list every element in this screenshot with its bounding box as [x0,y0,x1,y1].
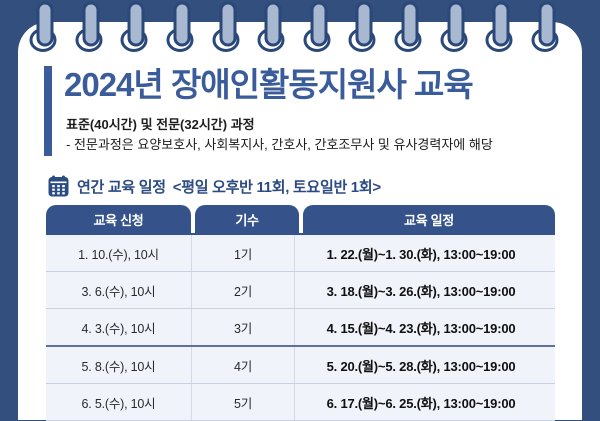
calendar-icon [48,175,69,197]
spiral-ring [302,0,336,54]
section-title: 연간 교육 일정 [77,178,166,196]
spiral-ring [393,0,427,54]
cell-cohort: 1기 [191,235,295,271]
spiral-ring [211,0,245,54]
cell-apply: 6. 5.(수), 10시 [81,396,156,411]
spiral-ring [74,0,108,54]
cell-apply: 5. 8.(수), 10시 [81,359,156,374]
header-schedule: 교육 일정 [303,205,555,233]
spiral-ring [119,0,153,54]
cell-cohort: 4기 [191,347,295,383]
section-note: <평일 오후반 11회, 토요일반 1회> [172,178,381,196]
cell-schedule: 3. 18.(월)~3. 26.(화), 13:00~19:00 [326,283,516,299]
ring-bar [127,1,145,47]
ring-bar [492,1,510,47]
table-row: 5. 8.(수), 10시 4기 5. 20.(월)~5. 28.(화), 13… [46,345,555,384]
cell-apply: 4. 3.(수), 10시 [81,321,156,336]
spiral-ring [347,0,381,54]
ring-bar [355,1,373,47]
table-header-row: 교육 신청 기수 교육 일정 [46,205,555,233]
cell-schedule: 5. 20.(월)~5. 28.(화), 13:00~19:00 [326,358,516,374]
education-schedule-table: 교육 신청 기수 교육 일정 1. 10.(수), 10시 1기 1. 22.(… [46,205,555,421]
schedule-section-heading: 연간 교육 일정 <평일 오후반 11회, 토요일반 1회> [48,174,381,198]
spiral-ring [439,0,473,54]
cell-apply: 1. 10.(수), 10시 [78,247,159,262]
table-body: 1. 10.(수), 10시 1기 1. 22.(월)~1. 30.(화), 1… [46,233,555,421]
header-apply: 교육 신청 [46,205,191,233]
cell-cohort: 5기 [191,384,295,420]
subtitle-line-2: - 전문과정은 요양보호사, 사회복지사, 간호사, 간호조무사 및 유사경력자… [66,137,493,152]
spiral-ring [256,0,290,54]
spiral-binding [0,0,600,56]
title-accent-bar [44,66,52,156]
ring-bar [264,1,282,47]
table-row: 4. 3.(수), 10시 3기 4. 15.(월)~4. 23.(화), 13… [46,309,555,346]
ring-bar [447,1,465,47]
spiral-ring [484,0,518,54]
ring-bar [401,1,419,47]
spiral-ring [165,0,199,54]
spiral-ring [28,0,62,54]
ring-bar [173,1,191,47]
cell-schedule: 4. 15.(월)~4. 23.(화), 13:00~19:00 [326,320,516,336]
header-cohort: 기수 [195,205,299,233]
cell-cohort: 3기 [191,309,295,345]
ring-bar [36,1,54,47]
cell-apply: 3. 6.(수), 10시 [81,284,156,299]
page-title: 2024년 장애인활동지원사 교육 [64,66,474,103]
ring-bar [82,1,100,47]
ring-bar [219,1,237,47]
table-row: 3. 6.(수), 10시 2기 3. 18.(월)~3. 26.(화), 13… [46,272,555,309]
spiral-ring [530,0,564,54]
table-row: 6. 5.(수), 10시 5기 6. 17.(월)~6. 25.(화), 13… [46,384,555,421]
ring-bar [310,1,328,47]
cell-cohort: 2기 [191,272,295,308]
ring-bar [538,1,556,47]
subtitle-line-1: 표준(40시간) 및 전문(32시간) 과정 [66,117,255,132]
table-row: 1. 10.(수), 10시 1기 1. 22.(월)~1. 30.(화), 1… [46,235,555,272]
cell-schedule: 1. 22.(월)~1. 30.(화), 13:00~19:00 [326,246,516,262]
cell-schedule: 6. 17.(월)~6. 25.(화), 13:00~19:00 [326,395,516,411]
